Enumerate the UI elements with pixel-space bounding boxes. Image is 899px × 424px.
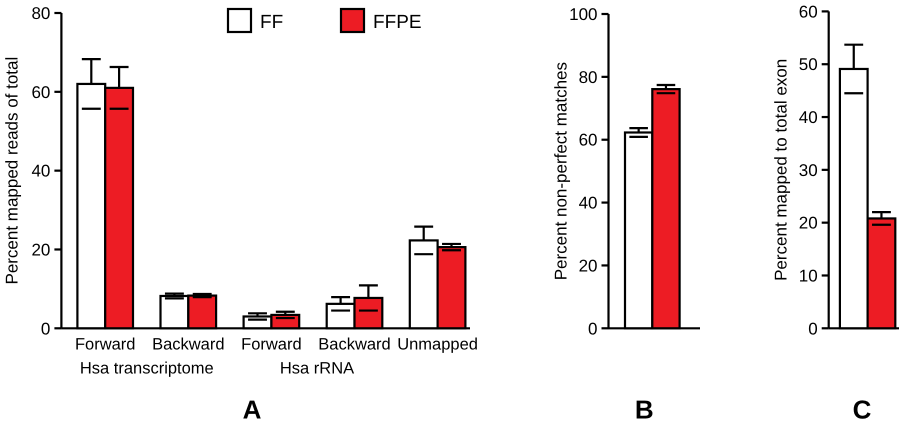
svg-text:20: 20 xyxy=(799,214,818,233)
svg-text:Forward: Forward xyxy=(241,335,302,353)
svg-text:C: C xyxy=(853,394,872,424)
svg-text:60: 60 xyxy=(31,83,50,102)
svg-text:40: 40 xyxy=(799,108,818,127)
svg-text:40: 40 xyxy=(31,162,50,181)
svg-text:20: 20 xyxy=(31,240,50,259)
svg-text:Hsa transcriptome: Hsa transcriptome xyxy=(80,359,214,377)
svg-text:Backward: Backward xyxy=(152,335,224,353)
svg-text:60: 60 xyxy=(799,2,818,21)
svg-text:0: 0 xyxy=(588,319,597,338)
svg-text:Percent mapped to total exon: Percent mapped to total exon xyxy=(772,59,791,281)
svg-text:60: 60 xyxy=(579,131,598,150)
svg-text:40: 40 xyxy=(579,194,598,213)
svg-text:Percent mapped reads of total: Percent mapped reads of total xyxy=(2,57,21,285)
svg-text:Unmapped: Unmapped xyxy=(397,335,478,353)
svg-text:100: 100 xyxy=(569,5,597,24)
svg-text:A: A xyxy=(243,394,262,424)
svg-text:Percent non-perfect matches: Percent non-perfect matches xyxy=(552,62,571,280)
svg-text:80: 80 xyxy=(31,4,50,23)
svg-text:FFPE: FFPE xyxy=(373,12,422,33)
svg-text:B: B xyxy=(635,394,654,424)
svg-text:Forward: Forward xyxy=(75,335,136,353)
svg-text:10: 10 xyxy=(799,266,818,285)
svg-text:FF: FF xyxy=(260,12,283,33)
svg-text:Backward: Backward xyxy=(318,335,390,353)
svg-text:80: 80 xyxy=(579,68,598,87)
svg-text:50: 50 xyxy=(799,55,818,74)
svg-text:0: 0 xyxy=(808,319,817,338)
svg-text:20: 20 xyxy=(579,256,598,275)
svg-text:30: 30 xyxy=(799,161,818,180)
svg-text:0: 0 xyxy=(41,319,50,338)
svg-text:Hsa rRNA: Hsa rRNA xyxy=(280,359,354,377)
